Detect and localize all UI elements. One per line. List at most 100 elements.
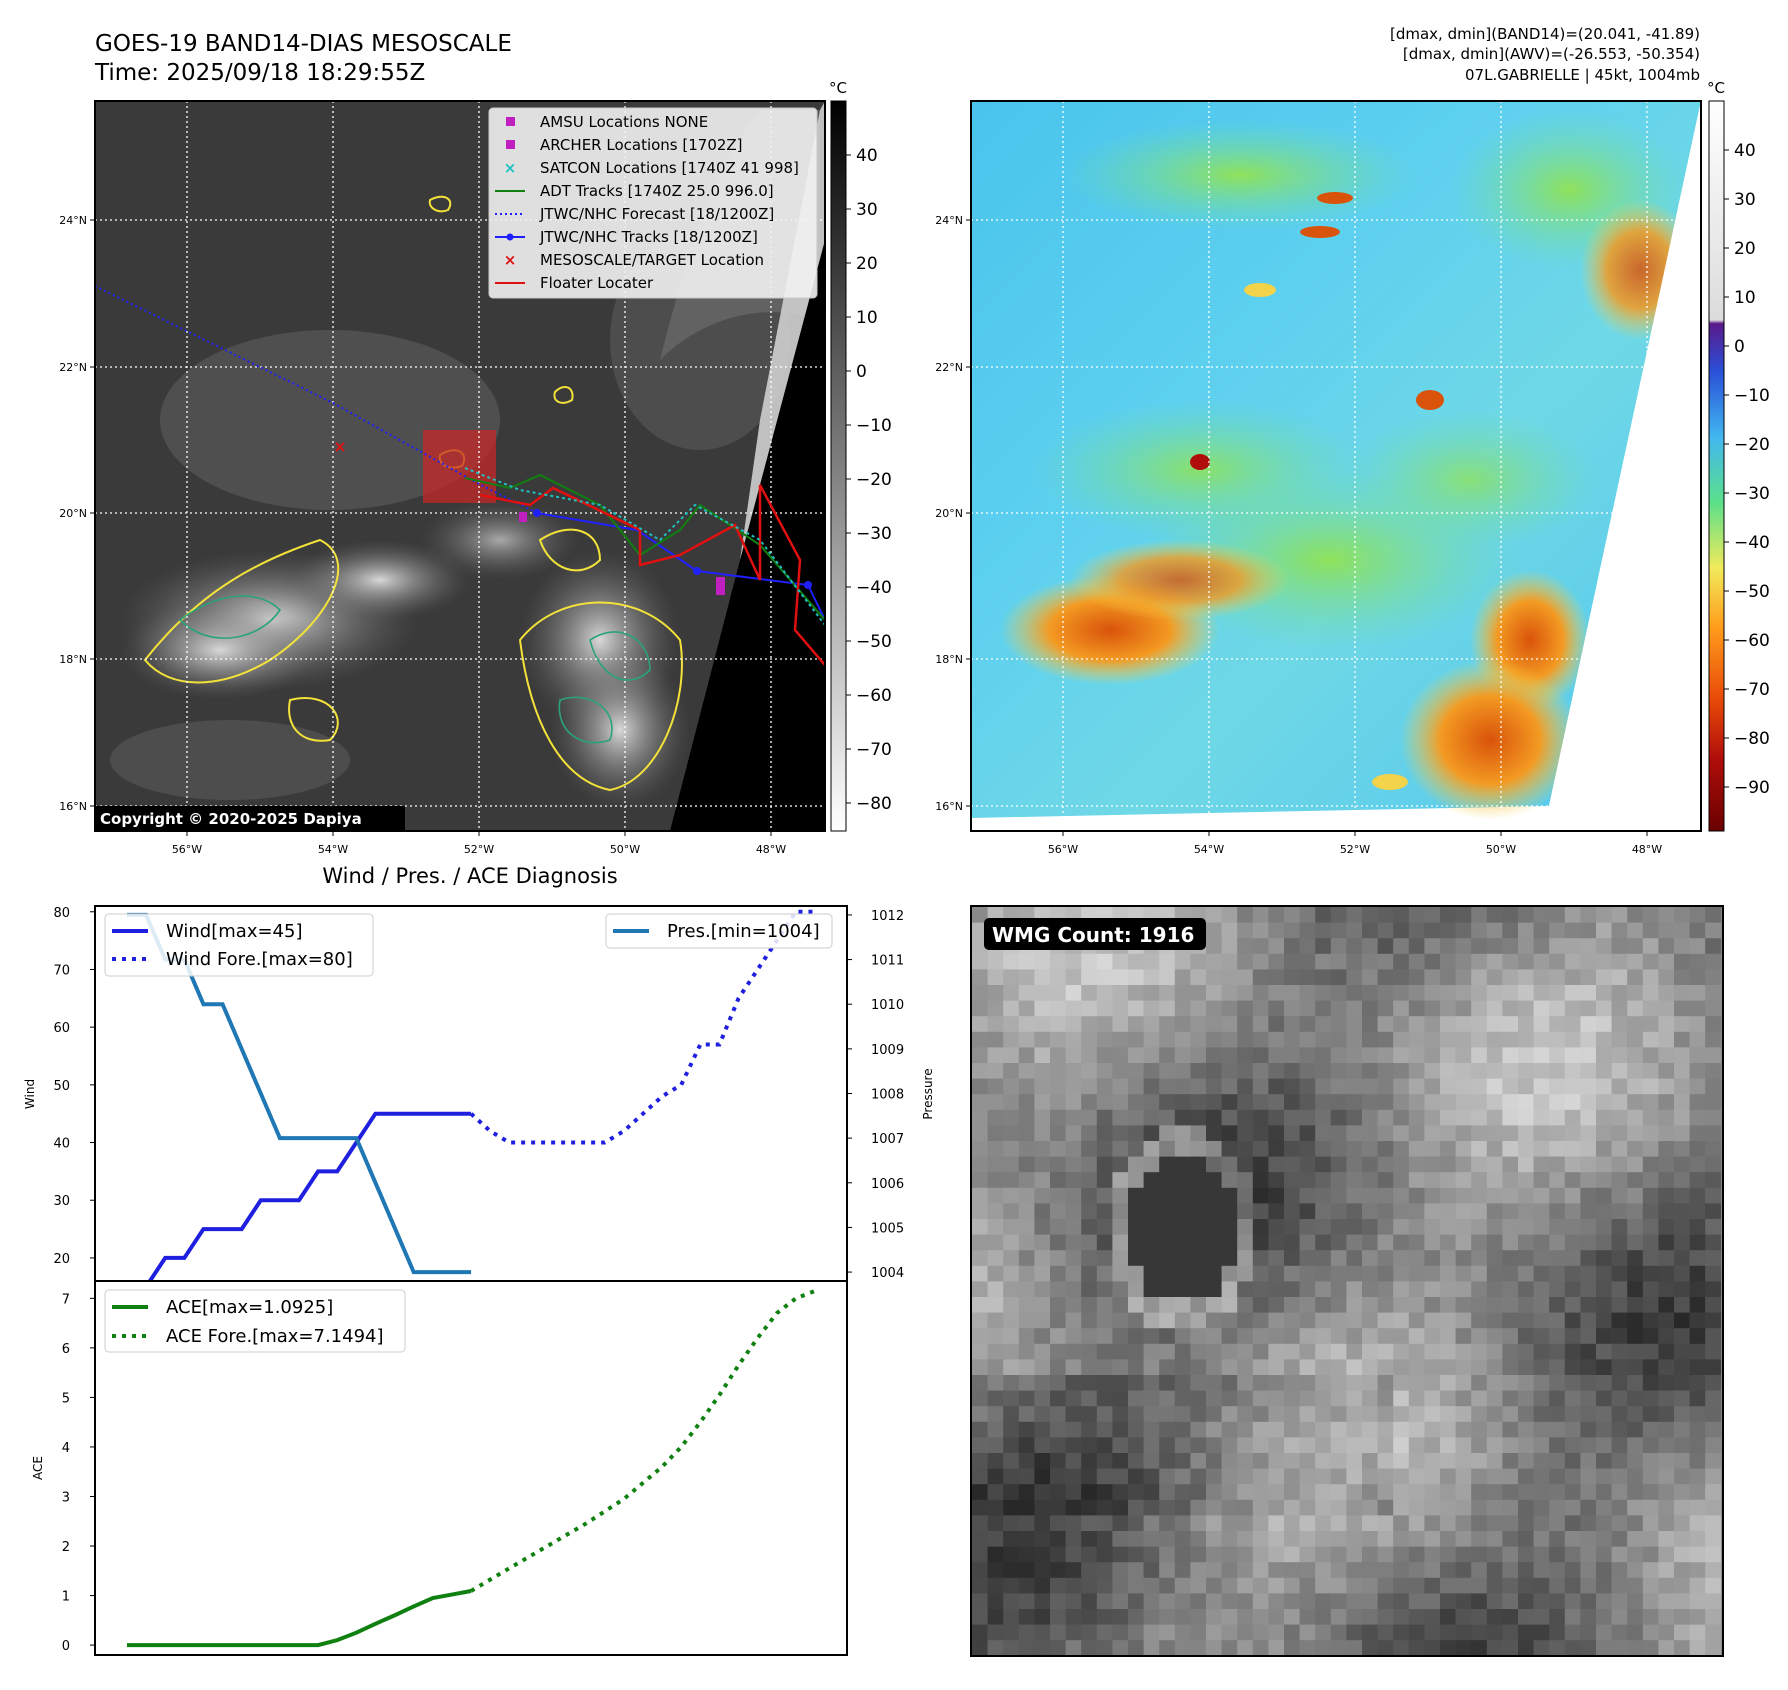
ace-tick-label: 6 <box>62 1342 70 1357</box>
ir-colorbar-tick: −60 <box>856 686 892 706</box>
ir-legend-box <box>488 107 818 299</box>
storm-info-awv: [dmax, dmin](AWV)=(-26.553, -50.354) <box>1403 45 1700 63</box>
lat-tick-label: 20°N <box>935 507 963 520</box>
ir-colorbar-tick: 0 <box>856 362 867 382</box>
ir-colorbar-tick: 10 <box>856 308 878 328</box>
wv-map-panel: 24°N 22°N 20°N 18°N 16°N 56°W 54°W 52°W 50°W 48°… <box>935 100 1702 856</box>
ace-tick-label: 0 <box>62 1639 70 1654</box>
wind-tick-label: 50 <box>53 1079 70 1094</box>
legend-pressure: Pres.[min=1004] <box>667 921 820 942</box>
wind-legend: Wind[max=45] Wind Fore.[max=80] <box>104 913 374 977</box>
lat-tick-label: 22°N <box>935 361 963 374</box>
lon-tick-label: 56°W <box>1048 843 1078 856</box>
wv-colorbar: °C 40 30 20 10 0 −10 −20 −30 −40 −50 −60 −70 −80 −90 <box>1707 79 1770 832</box>
legend-wind: Wind[max=45] <box>166 921 303 942</box>
wind-pressure-chart: Wind Pressure 80 70 60 50 40 30 20 1012 1011 1010… <box>23 905 935 1289</box>
ir-legend: AMSU Locations NONE ARCHER Locations [170… <box>488 107 818 299</box>
wv-colorbar-tick: 30 <box>1734 190 1756 210</box>
ace-tick-label: 4 <box>62 1441 70 1456</box>
pressure-tick-label: 1005 <box>871 1221 904 1236</box>
wv-colorbar-tick: −10 <box>1734 386 1770 406</box>
wv-field <box>971 101 1701 831</box>
lon-tick-label: 52°W <box>464 843 494 856</box>
legend-icon-magenta-square <box>506 140 515 149</box>
figure-title: GOES-19 BAND14-DIAS MESOSCALE <box>95 31 512 57</box>
wmg-frame <box>970 905 1724 1657</box>
lat-tick-label: 18°N <box>59 653 87 666</box>
legend-item-label: JTWC/NHC Tracks [18/1200Z] <box>539 228 758 246</box>
lon-tick-label: 48°W <box>756 843 786 856</box>
pressure-tick-label: 1006 <box>871 1177 904 1192</box>
wmg-count-label: WMG Count: 1916 <box>992 923 1194 947</box>
wv-colorbar-tick: −70 <box>1734 680 1770 700</box>
diagnosis-title: Wind / Pres. / ACE Diagnosis <box>322 864 617 888</box>
wind-tick-label: 20 <box>53 1252 70 1267</box>
wv-colorbar-tick: 10 <box>1734 288 1756 308</box>
wind-forecast-series-line <box>469 909 815 1145</box>
legend-icon-cyan-x: × <box>504 159 517 177</box>
pressure-tick-label: 1012 <box>871 909 904 924</box>
wv-colorbar-tick: 0 <box>1734 337 1745 357</box>
ace-axis-label: ACE <box>31 1456 45 1480</box>
wind-tick-label: 80 <box>53 906 70 921</box>
pressure-tick-label: 1009 <box>871 1043 904 1058</box>
ace-tick-label: 3 <box>62 1490 70 1505</box>
legend-icon-magenta-square <box>506 117 515 126</box>
ir-no-data-region <box>670 101 825 831</box>
ace-tick-label: 7 <box>62 1292 70 1307</box>
ir-colorbar-tick: −10 <box>856 416 892 436</box>
ir-colorbar-tick: −30 <box>856 524 892 544</box>
lon-tick-label: 50°W <box>610 843 640 856</box>
copyright-badge-bg <box>95 806 405 831</box>
legend-item-label: SATCON Locations [1740Z 41 998] <box>540 159 799 177</box>
lon-tick-label: 52°W <box>1340 843 1370 856</box>
wv-colorbar-tick: 20 <box>1734 239 1756 259</box>
wv-colorbar-tick: −60 <box>1734 631 1770 651</box>
wind-tick-label: 40 <box>53 1137 70 1152</box>
wmg-pixel-field <box>972 907 1722 1657</box>
wv-colorbar-tick: 40 <box>1734 141 1756 161</box>
wv-colorbar-unit: °C <box>1707 79 1725 97</box>
wv-colorbar-tick: −50 <box>1734 582 1770 602</box>
lat-tick-label: 16°N <box>59 800 87 813</box>
ir-colorbar-tick: 40 <box>856 146 878 166</box>
ace-tick-label: 5 <box>62 1391 70 1406</box>
pressure-legend: Pres.[min=1004] <box>605 913 833 949</box>
lat-tick-label: 24°N <box>59 214 87 227</box>
svg-text:×: × <box>504 159 517 177</box>
pressure-tick-label: 1004 <box>871 1266 904 1281</box>
ace-chart: ACE 7 6 5 4 3 2 1 0 ACE[max=1.0925] ACE Fore.[m… <box>31 1280 848 1656</box>
floater-locater-line <box>479 484 825 666</box>
ace-legend: ACE[max=1.0925] ACE Fore.[max=7.1494] <box>104 1289 406 1353</box>
wind-axis-label: Wind <box>23 1079 37 1109</box>
lat-tick-label: 24°N <box>935 214 963 227</box>
ir-track-overlays: × <box>95 285 825 666</box>
legend-item-label: AMSU Locations NONE <box>540 113 708 131</box>
legend-icon-red-x: × <box>504 251 517 269</box>
wmg-panel: WMG Count: 1916 <box>970 905 1724 1657</box>
copyright-notice: Copyright © 2020-2025 Dapiya <box>100 810 362 828</box>
lat-tick-label: 20°N <box>59 507 87 520</box>
ir-colorbar-tick: −40 <box>856 578 892 598</box>
pressure-tick-label: 1010 <box>871 998 904 1013</box>
ir-colorbar-tick: 30 <box>856 200 878 220</box>
ir-colorbar-gradient <box>830 100 847 832</box>
ir-colorbar-tick: −80 <box>856 794 892 814</box>
lat-tick-label: 16°N <box>935 800 963 813</box>
wind-tick-label: 70 <box>53 963 70 978</box>
wv-no-data-region <box>1540 101 1701 831</box>
legend-ace: ACE[max=1.0925] <box>166 1297 333 1318</box>
wmg-count-badge-bg <box>984 918 1206 950</box>
wv-gridlines <box>971 101 1701 831</box>
wind-tick-label: 30 <box>53 1194 70 1209</box>
legend-item-label: ADT Tracks [1740Z 25.0 996.0] <box>540 182 774 200</box>
svg-text:×: × <box>504 251 517 269</box>
legend-item-label: Floater Locater <box>540 274 654 292</box>
ir-colorbar-tick: −50 <box>856 632 892 652</box>
ir-colorbar: °C 40 30 20 10 0 −10 −20 −30 −40 −50 −60 −70 −80 <box>829 79 892 832</box>
wv-colorbar-tick: −40 <box>1734 533 1770 553</box>
pressure-axis-label: Pressure <box>921 1068 935 1119</box>
legend-item-label: JTWC/NHC Forecast [18/1200Z] <box>539 205 774 223</box>
mesoscale-target-box <box>423 430 496 503</box>
